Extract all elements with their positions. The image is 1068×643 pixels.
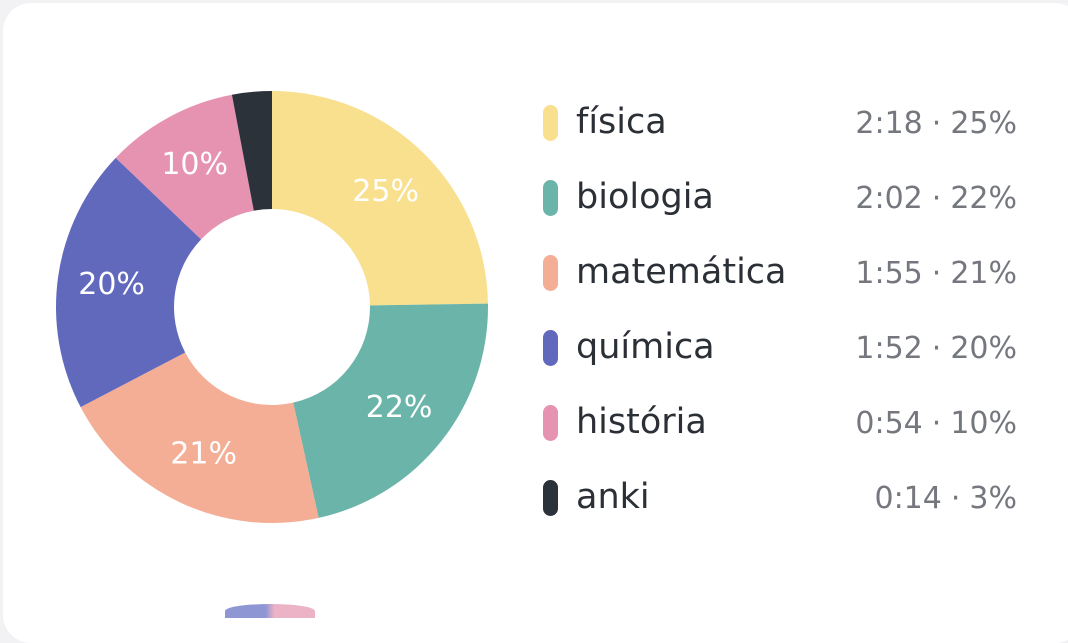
legend-item-historia: história 0:54 · 10%	[543, 387, 1021, 462]
legend-percent: 25%	[950, 106, 1017, 141]
slice-label-0: 25%	[352, 174, 419, 209]
slice-label-1: 22%	[366, 390, 433, 425]
slice-label-3: 20%	[78, 267, 145, 302]
legend-value: 2:02 · 22%	[855, 179, 1017, 219]
legend-item-quimica: química 1:52 · 20%	[543, 312, 1021, 387]
legend-swatch	[543, 105, 558, 141]
legend-separator: ·	[931, 181, 942, 216]
pie-slice-3	[56, 157, 202, 408]
legend-value: 0:14 · 3%	[874, 479, 1017, 519]
legend-swatch	[543, 180, 558, 216]
legend-label: física	[576, 102, 667, 142]
pie-slice-2	[80, 352, 319, 523]
legend-percent: 3%	[969, 481, 1017, 516]
legend-swatch	[543, 255, 558, 291]
legend-value: 1:55 · 21%	[855, 254, 1017, 294]
legend-label: biologia	[576, 177, 714, 217]
legend-swatch	[543, 405, 558, 441]
legend-separator: ·	[931, 331, 942, 366]
chart-card: 25% 22% 21% 20% 10% física 2:18 · 25% biologia…	[3, 3, 1068, 643]
donut-chart: 25% 22% 21% 20% 10%	[56, 91, 488, 523]
legend-time: 1:55	[855, 256, 923, 291]
slice-label-2: 21%	[170, 436, 237, 471]
legend-label: matemática	[576, 252, 787, 292]
legend-item-fisica: física 2:18 · 25%	[543, 87, 1021, 162]
legend-item-matematica: matemática 1:55 · 21%	[543, 237, 1021, 312]
legend-percent: 20%	[950, 331, 1017, 366]
legend-time: 1:52	[855, 331, 923, 366]
legend-separator: ·	[950, 481, 961, 516]
legend-percent: 10%	[950, 406, 1017, 441]
chart-legend: física 2:18 · 25% biologia 2:02 · 22% matemá…	[543, 87, 1021, 537]
pie-slice-0	[272, 91, 488, 306]
legend-time: 0:54	[855, 406, 923, 441]
legend-swatch	[543, 480, 558, 516]
legend-time: 2:02	[855, 181, 923, 216]
legend-swatch	[543, 330, 558, 366]
slice-label-4: 10%	[161, 147, 228, 182]
next-chart-peek	[225, 604, 315, 618]
legend-label: química	[576, 327, 715, 367]
legend-label: história	[576, 402, 707, 442]
legend-percent: 21%	[950, 256, 1017, 291]
legend-item-biologia: biologia 2:02 · 22%	[543, 162, 1021, 237]
legend-separator: ·	[931, 256, 942, 291]
legend-value: 2:18 · 25%	[855, 104, 1017, 144]
legend-value: 0:54 · 10%	[855, 404, 1017, 444]
legend-item-anki: anki 0:14 · 3%	[543, 462, 1021, 537]
legend-separator: ·	[931, 406, 942, 441]
pie-slice-1	[293, 303, 488, 518]
pie-slice-5	[231, 91, 272, 211]
pie-slice-4	[115, 94, 254, 240]
legend-separator: ·	[931, 106, 942, 141]
legend-time: 0:14	[874, 481, 942, 516]
legend-value: 1:52 · 20%	[855, 329, 1017, 369]
legend-percent: 22%	[950, 181, 1017, 216]
legend-label: anki	[576, 477, 650, 517]
legend-time: 2:18	[855, 106, 923, 141]
